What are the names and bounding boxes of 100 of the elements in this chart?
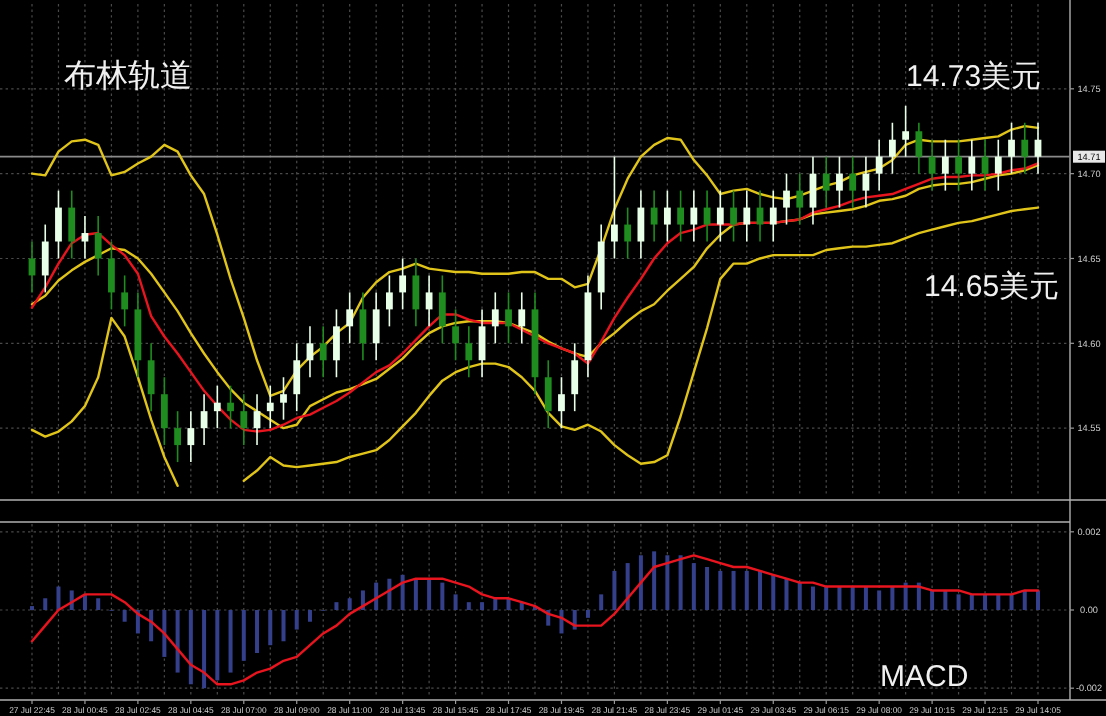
bar xyxy=(162,610,167,657)
bar xyxy=(824,586,829,610)
candlestick xyxy=(637,189,645,260)
candlestick xyxy=(650,189,658,243)
candlestick xyxy=(452,308,459,362)
bar xyxy=(241,610,246,661)
bar xyxy=(930,590,935,610)
candlestick xyxy=(994,138,1002,192)
annotation: 14.73美元 xyxy=(906,60,1042,94)
bar xyxy=(347,598,352,610)
bar xyxy=(718,570,723,610)
candlestick xyxy=(399,257,407,311)
candlestick xyxy=(372,291,380,362)
bar xyxy=(122,610,127,622)
bar xyxy=(599,594,604,610)
candlestick xyxy=(571,342,579,412)
candlestick xyxy=(558,376,565,429)
candlestick xyxy=(663,189,671,243)
candlestick xyxy=(68,189,76,260)
bar xyxy=(638,555,643,610)
candlestick xyxy=(716,189,724,243)
bar xyxy=(758,570,763,610)
bar xyxy=(228,610,233,673)
bar xyxy=(1036,590,1040,610)
candlestick xyxy=(465,325,473,379)
bar xyxy=(307,610,312,622)
line-series xyxy=(30,554,1040,686)
candlestick xyxy=(875,138,883,192)
candlestick xyxy=(730,189,737,243)
bar xyxy=(691,563,696,610)
bar xyxy=(215,610,220,681)
bar xyxy=(797,582,802,610)
bar xyxy=(652,551,657,610)
candlestick xyxy=(822,155,830,209)
candlestick xyxy=(505,291,512,345)
bar xyxy=(43,598,48,610)
bar xyxy=(837,586,842,610)
candlestick xyxy=(425,274,433,328)
bar xyxy=(387,578,392,610)
candlestick xyxy=(836,155,843,209)
candlestick xyxy=(941,138,949,192)
candlestick xyxy=(160,376,168,446)
bar xyxy=(744,570,749,610)
candlestick xyxy=(518,291,526,345)
candlestick xyxy=(293,342,301,412)
bar xyxy=(731,570,736,610)
candlestick xyxy=(412,257,420,328)
candlestick xyxy=(280,376,287,421)
bar xyxy=(1022,590,1027,610)
bar xyxy=(294,610,299,630)
bar xyxy=(877,590,882,610)
bar xyxy=(784,578,789,610)
candlestick xyxy=(902,104,910,158)
candlestick xyxy=(1021,121,1029,175)
bar xyxy=(188,610,193,685)
bar xyxy=(202,610,207,689)
bar xyxy=(1009,594,1014,610)
candlestick xyxy=(147,342,155,412)
candlestick xyxy=(888,121,896,175)
bar xyxy=(771,574,776,610)
candlestick xyxy=(955,138,962,192)
candlestick xyxy=(385,274,393,328)
bar xyxy=(612,570,617,610)
bar xyxy=(493,598,498,610)
bar xyxy=(665,555,670,610)
bar xyxy=(413,578,418,610)
candlestick xyxy=(849,155,857,209)
bar xyxy=(943,590,948,610)
bar xyxy=(480,602,485,610)
bar xyxy=(268,610,273,646)
candlestick xyxy=(438,274,446,345)
candlestick xyxy=(1008,121,1015,175)
candlestick xyxy=(81,215,89,260)
candlestick xyxy=(624,206,632,260)
candlestick xyxy=(491,291,499,345)
bar xyxy=(585,610,590,618)
bar xyxy=(956,594,961,610)
bar xyxy=(453,594,458,610)
candlestick xyxy=(174,410,182,463)
bar xyxy=(96,598,101,610)
candlestick xyxy=(796,172,804,226)
candlestick xyxy=(743,189,751,243)
candlestick xyxy=(227,384,234,429)
candlestick xyxy=(333,308,340,379)
candlestick xyxy=(266,384,274,429)
candlestick xyxy=(240,393,248,446)
bar xyxy=(400,574,405,610)
text: MACD xyxy=(880,660,969,694)
candlestick xyxy=(94,215,102,277)
candlestick xyxy=(611,155,618,260)
candlestick xyxy=(544,359,552,429)
bar xyxy=(850,586,855,610)
candlestick xyxy=(968,138,976,192)
bar xyxy=(678,555,683,610)
candlestick xyxy=(187,410,195,463)
candlestick xyxy=(55,189,62,260)
bar xyxy=(890,586,895,610)
candlestick xyxy=(346,291,354,345)
candlestick xyxy=(928,138,936,192)
candlestick xyxy=(915,121,923,175)
